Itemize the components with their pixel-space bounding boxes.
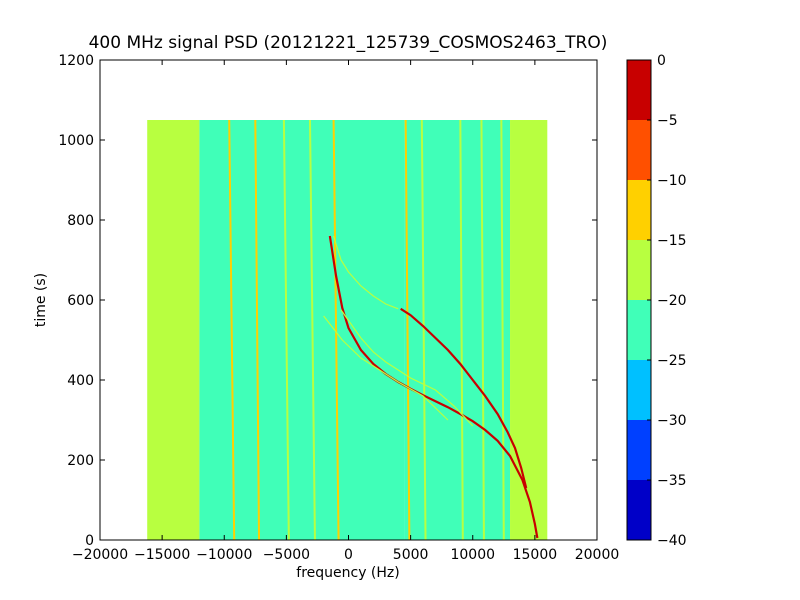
x-tick-label: 10000 — [450, 547, 495, 563]
x-tick-label: 20000 — [575, 547, 620, 563]
vertical-signal-line — [332, 119, 340, 540]
colorbar-segment — [627, 240, 651, 300]
vertical-signal-line — [282, 119, 290, 540]
colorbar-segment — [627, 420, 651, 480]
y-axis-label: time (s) — [33, 273, 49, 327]
colorbar-tick-label: 0 — [657, 53, 666, 69]
colorbar-tick-label: −15 — [657, 233, 687, 249]
heatmap-band — [404, 120, 511, 540]
vertical-signal-line — [404, 119, 411, 540]
vertical-signal-line — [480, 119, 485, 540]
x-axis: −20000 −15000 −10000 −5000 0 5000 10000 15000 20… — [72, 60, 619, 563]
y-tick-label: 200 — [67, 453, 94, 469]
vertical-signal-line — [500, 119, 505, 540]
doppler-curve — [400, 307, 528, 489]
colorbar-tick-label: −5 — [657, 113, 678, 129]
doppler-curve — [333, 235, 399, 310]
vertical-signal-line — [420, 119, 427, 540]
colorbar: 0 −5 −10 −15 −20 −25 −30 −35 −40 — [626, 53, 687, 549]
vertical-signal-line — [459, 119, 464, 540]
vertical-signal-line — [177, 119, 182, 540]
y-tick-label: 1000 — [58, 133, 94, 149]
colorbar-segment — [627, 300, 651, 360]
vertical-signal-line — [152, 119, 157, 540]
heatmap-area — [147, 119, 548, 540]
y-tick-label: 1200 — [58, 53, 94, 69]
y-tick-label: 600 — [67, 293, 94, 309]
x-tick-label: −15000 — [134, 547, 190, 563]
colorbar-tick-label: −35 — [657, 473, 687, 489]
doppler-curve — [328, 235, 539, 539]
y-tick-label: 0 — [85, 533, 94, 549]
doppler-curve — [323, 315, 449, 421]
chart-title: 400 MHz signal PSD (20121221_125739_COSM… — [89, 33, 608, 53]
colorbar-tick-label: −30 — [657, 413, 687, 429]
x-axis-label: frequency (Hz) — [296, 565, 399, 581]
x-tick-label: 15000 — [513, 547, 558, 563]
x-tick-label: −20000 — [72, 547, 128, 563]
colorbar-segment — [627, 180, 651, 240]
doppler-curve — [340, 309, 474, 427]
colorbar-tick-label: −25 — [657, 353, 687, 369]
vertical-signal-line — [228, 119, 236, 540]
colorbar-segment — [627, 480, 651, 540]
colorbar-tick-label: −10 — [657, 173, 687, 189]
x-tick-label: −10000 — [196, 547, 252, 563]
x-tick-label: 5000 — [393, 547, 429, 563]
colorbar-segment — [627, 360, 651, 420]
x-tick-label: 0 — [344, 547, 353, 563]
colorbar-tick-label: −20 — [657, 293, 687, 309]
y-axis: 0 200 400 600 800 1000 1200 — [58, 53, 597, 549]
colorbar-segment — [627, 120, 651, 180]
vertical-signal-line — [254, 119, 261, 540]
vertical-signal-line — [193, 119, 198, 540]
vertical-signal-line — [308, 119, 316, 540]
heatmap-band — [510, 120, 548, 540]
x-tick-label: −5000 — [263, 547, 310, 563]
y-tick-label: 800 — [67, 213, 94, 229]
colorbar-segment — [627, 60, 651, 120]
y-tick-label: 400 — [67, 373, 94, 389]
colorbar-tick-label: −40 — [657, 533, 687, 549]
